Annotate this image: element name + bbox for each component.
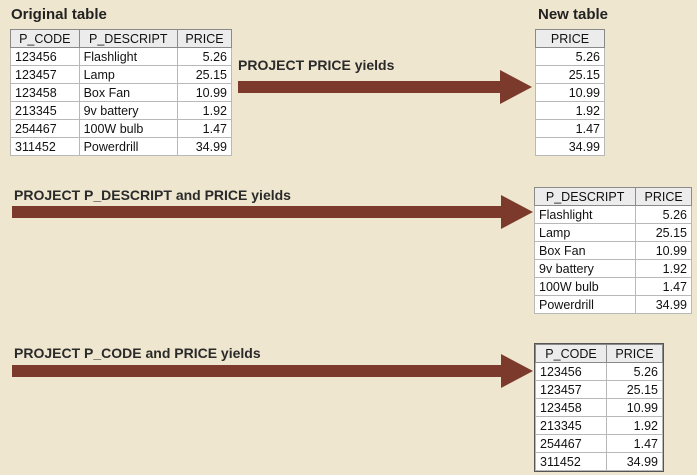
table-row: 10.99 [535, 83, 605, 102]
table-cell: 25.15 [535, 65, 605, 84]
table-row: Powerdrill 34.99 [533, 295, 692, 314]
arrow-shape [12, 354, 533, 388]
table-cell: 10.99 [535, 83, 605, 102]
result-table-descript-price: P_DESCRIPT PRICE Flashlight 5.26 Lamp 25.15 Bo… [533, 187, 692, 314]
table-cell: Powerdrill [533, 295, 637, 314]
table-cell: 1.92 [606, 416, 663, 435]
project-descript-price-label: PROJECT P_DESCRIPT and PRICE yields [14, 187, 291, 203]
table-row: 1.47 [535, 119, 605, 138]
table-cell: 10.99 [635, 241, 692, 260]
header-row: P_CODE P_DESCRIPT PRICE [10, 29, 233, 48]
new-table-heading: New table [538, 6, 609, 23]
arrow-shape [12, 195, 533, 229]
table-row: 5.26 [535, 47, 605, 66]
table-cell: 254467 [10, 119, 80, 138]
table-cell: 1.92 [535, 101, 605, 120]
table-cell: 25.15 [606, 380, 663, 399]
table-cell: 34.99 [606, 452, 663, 471]
arrow-project-descript-price [12, 195, 533, 229]
table-cell: 9v battery [78, 101, 178, 120]
table-cell: 100W bulb [533, 277, 637, 296]
column-header: PRICE [635, 187, 692, 206]
table-cell: Box Fan [533, 241, 637, 260]
header-row: PRICE [535, 29, 605, 48]
table-row: Lamp 25.15 [533, 223, 692, 242]
table-cell: 5.26 [635, 205, 692, 224]
table-cell: Powerdrill [78, 137, 178, 156]
header-row: P_CODE PRICE [535, 344, 663, 363]
table-row: 123457 Lamp 25.15 [10, 65, 233, 84]
table-cell: 311452 [535, 452, 607, 471]
table-cell: 34.99 [176, 137, 233, 156]
original-table: P_CODE P_DESCRIPT PRICE 123456 Flashlight 5.2… [10, 29, 233, 156]
column-header: PRICE [606, 344, 663, 363]
column-header: PRICE [176, 29, 233, 48]
table-cell: 10.99 [606, 398, 663, 417]
table-row: 123457 25.15 [535, 380, 663, 399]
table-cell: 254467 [535, 434, 607, 453]
table-cell: Lamp [78, 65, 178, 84]
table-cell: 1.47 [535, 119, 605, 138]
table-cell: 1.47 [635, 277, 692, 296]
arrow-project-price [238, 70, 532, 104]
table-cell: 10.99 [176, 83, 233, 102]
table-row: 311452 34.99 [535, 452, 663, 471]
result-table-code-price: P_CODE PRICE 123456 5.26 123457 25.15 123458 10… [534, 343, 664, 472]
table-cell: 123458 [535, 398, 607, 417]
table-row: 1.92 [535, 101, 605, 120]
column-header: PRICE [535, 29, 605, 48]
table-cell: 25.15 [635, 223, 692, 242]
table-cell: Lamp [533, 223, 637, 242]
table-cell: 123456 [10, 47, 80, 66]
table-row: 123456 Flashlight 5.26 [10, 47, 233, 66]
project-price-label: PROJECT PRICE yields [238, 57, 395, 73]
table-cell: 123457 [535, 380, 607, 399]
table-row: 123458 10.99 [535, 398, 663, 417]
table-cell: Box Fan [78, 83, 178, 102]
column-header: P_DESCRIPT [533, 187, 637, 206]
arrow-project-code-price [12, 354, 533, 388]
table-row: 25.15 [535, 65, 605, 84]
table-cell: 1.47 [606, 434, 663, 453]
table-cell: 213345 [10, 101, 80, 120]
table-row: 9v battery 1.92 [533, 259, 692, 278]
table-cell: 25.15 [176, 65, 233, 84]
column-header: P_CODE [10, 29, 80, 48]
table-row: 213345 9v battery 1.92 [10, 101, 233, 120]
project-code-price-label: PROJECT P_CODE and PRICE yields [14, 345, 261, 361]
column-header: P_DESCRIPT [78, 29, 178, 48]
table-cell: 5.26 [606, 362, 663, 381]
header-row: P_DESCRIPT PRICE [533, 187, 692, 206]
table-cell: Flashlight [78, 47, 178, 66]
original-table-heading: Original table [11, 6, 107, 23]
table-cell: 123456 [535, 362, 607, 381]
table-cell: 123457 [10, 65, 80, 84]
table-cell: 1.47 [176, 119, 233, 138]
table-cell: 1.92 [176, 101, 233, 120]
table-cell: 100W bulb [78, 119, 178, 138]
table-row: 34.99 [535, 137, 605, 156]
table-cell: 5.26 [535, 47, 605, 66]
table-row: 213345 1.92 [535, 416, 663, 435]
table-row: 123458 Box Fan 10.99 [10, 83, 233, 102]
table-cell: Flashlight [533, 205, 637, 224]
table-row: Box Fan 10.99 [533, 241, 692, 260]
table-cell: 123458 [10, 83, 80, 102]
table-cell: 34.99 [535, 137, 605, 156]
column-header: P_CODE [535, 344, 607, 363]
arrow-shape [238, 70, 532, 104]
table-cell: 34.99 [635, 295, 692, 314]
table-cell: 213345 [535, 416, 607, 435]
table-row: 254467 1.47 [535, 434, 663, 453]
table-row: 254467 100W bulb 1.47 [10, 119, 233, 138]
table-cell: 5.26 [176, 47, 233, 66]
table-row: 123456 5.26 [535, 362, 663, 381]
table-cell: 1.92 [635, 259, 692, 278]
table-row: 100W bulb 1.47 [533, 277, 692, 296]
table-row: Flashlight 5.26 [533, 205, 692, 224]
table-cell: 311452 [10, 137, 80, 156]
table-row: 311452 Powerdrill 34.99 [10, 137, 233, 156]
table-cell: 9v battery [533, 259, 637, 278]
result-table-price: PRICE 5.26 25.15 10.99 1.92 1.47 34.99 [535, 29, 605, 156]
